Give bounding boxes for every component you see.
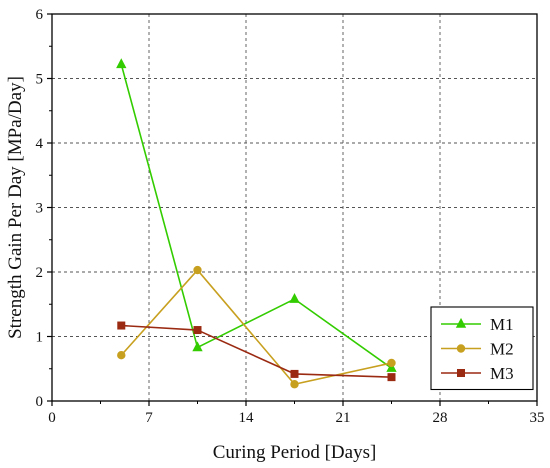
data-point-m3-0 <box>117 321 126 330</box>
legend-label-m2: M2 <box>490 340 514 359</box>
legend-marker-m1 <box>455 317 467 328</box>
data-point-m2-3 <box>387 358 396 368</box>
x-tick-label-3: 21 <box>336 410 351 426</box>
legend-item-m3: M3 <box>441 364 514 383</box>
legend-item-m1: M1 <box>441 315 514 334</box>
y-tick-label-0: 0 <box>36 394 44 410</box>
data-point-m3-1 <box>193 326 202 335</box>
series-m2 <box>117 265 396 389</box>
series-line-m2 <box>120 269 392 386</box>
y-tick-label-4: 4 <box>36 136 44 152</box>
data-point-m2-2 <box>290 380 299 389</box>
data-point-m1-3 <box>386 362 397 372</box>
legend-item-m2: M2 <box>441 340 514 359</box>
x-axis-label: Curing Period [Days] <box>213 442 377 463</box>
x-tick-label-5: 35 <box>530 410 545 426</box>
legend-label-m3: M3 <box>490 364 514 383</box>
data-point-m3-3 <box>387 373 396 382</box>
x-tick-label-1: 7 <box>145 410 153 426</box>
axes: 0 7 14 21 28 35 0 1 2 3 4 5 6 <box>36 7 545 426</box>
y-tick-label-5: 5 <box>36 72 44 88</box>
legend: M1 M2 M3 <box>430 306 534 391</box>
x-tick-label-2: 14 <box>239 410 255 426</box>
data-point-m2-1 <box>193 265 202 275</box>
y-tick-label-1: 1 <box>36 330 44 346</box>
y-axis-label: Strength Gain Per Day [MPa/Day] <box>5 76 26 339</box>
series-m1 <box>116 58 397 372</box>
data-point-m1-0 <box>116 58 127 69</box>
data-point-m2-0 <box>117 351 126 360</box>
series-line-m1 <box>120 64 392 369</box>
series-layer <box>116 58 397 389</box>
series-line-m3 <box>121 324 392 378</box>
x-tick-label-4: 28 <box>433 410 448 426</box>
data-point-m3-2 <box>290 369 299 378</box>
legend-marker-m3 <box>456 368 465 377</box>
data-point-m1-2 <box>289 293 300 303</box>
y-tick-label-3: 3 <box>36 201 44 217</box>
series-m3 <box>117 321 396 382</box>
legend-marker-m2 <box>456 344 466 353</box>
legend-label-m1: M1 <box>490 315 514 334</box>
x-tick-label-0: 0 <box>48 410 56 426</box>
y-tick-label-2: 2 <box>36 265 44 281</box>
data-point-m1-1 <box>192 341 203 352</box>
y-tick-label-6: 6 <box>36 7 44 23</box>
